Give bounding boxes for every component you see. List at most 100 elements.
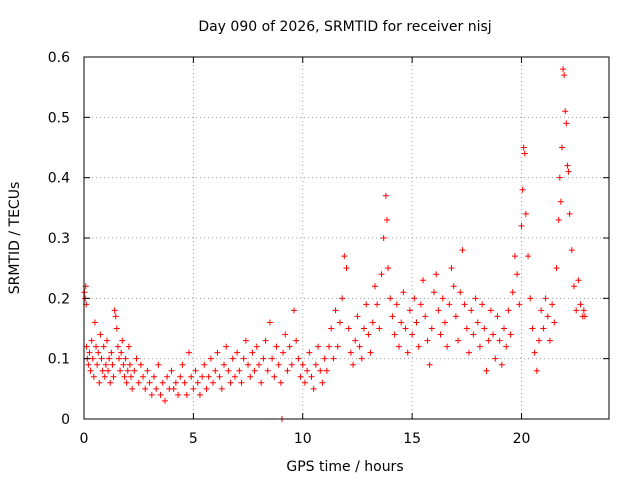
- data-point: [538, 307, 545, 314]
- y-tick-label: 0: [61, 412, 70, 428]
- data-point: [262, 337, 269, 344]
- data-point: [336, 319, 343, 326]
- data-point: [98, 355, 105, 362]
- data-point: [121, 373, 128, 380]
- data-point: [89, 355, 96, 362]
- data-point: [175, 391, 182, 398]
- data-point: [242, 337, 249, 344]
- data-point: [516, 301, 523, 308]
- data-point: [258, 379, 265, 386]
- data-point: [450, 283, 457, 290]
- y-tick-label: 0.6: [48, 50, 70, 66]
- data-point: [273, 343, 280, 350]
- data-point: [485, 337, 492, 344]
- data-point: [227, 379, 234, 386]
- data-point: [321, 355, 328, 362]
- data-point: [371, 283, 378, 290]
- data-point: [282, 331, 289, 338]
- data-point: [378, 271, 385, 278]
- data-point: [97, 331, 104, 338]
- data-point: [363, 301, 370, 308]
- data-point: [111, 307, 118, 314]
- data-point: [231, 373, 238, 380]
- data-point: [120, 361, 127, 368]
- data-point: [343, 265, 350, 272]
- data-point: [177, 373, 184, 380]
- data-point: [212, 367, 219, 374]
- data-point: [93, 343, 100, 350]
- data-point: [446, 301, 453, 308]
- data-point: [293, 337, 300, 344]
- data-point: [494, 313, 501, 320]
- data-point: [144, 367, 151, 374]
- x-tick-label: 5: [189, 431, 198, 447]
- data-point: [86, 349, 93, 356]
- data-point: [474, 319, 481, 326]
- data-point: [455, 337, 462, 344]
- data-point: [240, 355, 247, 362]
- data-point: [536, 337, 542, 344]
- data-point: [129, 385, 136, 392]
- data-point: [112, 313, 119, 320]
- data-point: [117, 367, 124, 374]
- data-point: [558, 144, 565, 151]
- data-point: [490, 331, 497, 338]
- data-point: [249, 349, 256, 356]
- y-tick-labels: 0 0.1 0.2 0.3 0.4 0.5 0.6: [48, 50, 70, 428]
- data-point: [402, 325, 409, 332]
- data-point: [527, 295, 534, 302]
- data-point: [113, 325, 120, 332]
- data-point: [566, 210, 573, 217]
- data-point: [501, 325, 507, 332]
- data-point: [380, 235, 387, 241]
- data-point: [205, 373, 212, 380]
- data-point: [168, 367, 175, 374]
- data-point: [101, 373, 108, 380]
- data-point: [110, 373, 117, 380]
- data-point: [95, 349, 102, 356]
- data-point: [312, 361, 319, 368]
- data-point: [553, 265, 560, 272]
- data-point: [481, 325, 488, 332]
- data-point: [505, 307, 512, 314]
- data-point: [140, 373, 147, 380]
- y-axis-label: SRMTID / TECUs: [7, 182, 23, 295]
- data-point: [459, 247, 466, 254]
- data-point: [519, 186, 526, 193]
- data-point: [332, 307, 339, 314]
- data-point: [345, 325, 352, 332]
- data-point: [87, 367, 94, 374]
- data-point: [492, 355, 499, 362]
- data-point: [561, 72, 568, 79]
- data-point: [157, 391, 164, 398]
- data-point: [328, 325, 335, 332]
- data-point: [186, 349, 192, 356]
- data-point: [549, 301, 556, 308]
- data-point: [498, 361, 505, 368]
- data-point: [385, 265, 392, 272]
- y-tick-label: 0.4: [48, 171, 70, 187]
- data-point: [194, 379, 201, 386]
- data-point: [365, 331, 372, 338]
- data-point: [172, 379, 179, 386]
- data-point: [277, 379, 284, 386]
- data-point: [306, 349, 313, 356]
- data-point: [159, 379, 166, 386]
- data-point: [452, 313, 459, 320]
- data-point: [525, 253, 532, 260]
- data-point: [103, 337, 110, 344]
- data-point: [575, 277, 582, 284]
- data-point: [522, 210, 529, 217]
- data-point: [565, 168, 572, 175]
- data-point: [280, 349, 287, 356]
- data-point: [577, 301, 584, 308]
- data-point: [431, 289, 437, 296]
- data-point: [556, 174, 563, 181]
- data-point: [308, 373, 315, 380]
- plot-frame: [83, 56, 610, 420]
- data-point: [396, 343, 402, 350]
- y-tick-label: 0.2: [48, 291, 70, 307]
- data-point: [164, 373, 171, 380]
- data-point: [264, 367, 271, 374]
- data-point: [266, 319, 273, 326]
